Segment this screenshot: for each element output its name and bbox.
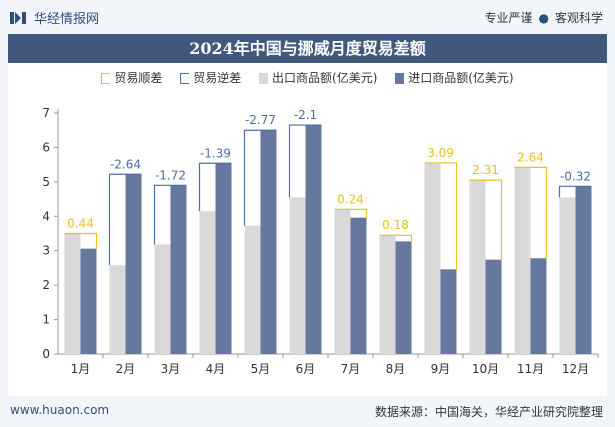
- y-tick-label: 6: [42, 140, 50, 154]
- balance-label: 2.31: [472, 163, 499, 177]
- x-tick-label: 8月: [386, 362, 406, 376]
- balance-label: 2.64: [517, 150, 544, 164]
- bar-chart: 0 1 2 3 4 5 6 7 0.44 1月 -2.64 2月 -1.72 3月 -1.39 4月 -2.77…: [42, 106, 599, 376]
- balance-label: -1.72: [155, 168, 186, 182]
- export-bar: [64, 233, 81, 354]
- legend-swatch-import: [395, 73, 405, 84]
- slogan-right: 客观科学: [554, 11, 603, 25]
- import-bar: [80, 248, 97, 354]
- export-bar: [424, 162, 441, 354]
- surplus-bracket: [334, 208, 368, 218]
- x-tick-label: 4月: [206, 362, 226, 376]
- deficit-bracket: [288, 124, 322, 198]
- title-bar: 2024年中国与挪威月度贸易差额: [8, 34, 607, 63]
- legend-label-surplus: 贸易顺差: [114, 71, 163, 85]
- chart-title: 2024年中国与挪威月度贸易差额: [189, 39, 426, 58]
- surplus-bracket: [64, 232, 98, 249]
- chart-area: 贸易顺差 贸易逆差 出口商品额(亿美元) 进口商品额(亿美元) 0 1 2 3 4 5 6 7…: [8, 63, 607, 396]
- balance-label: 0.18: [382, 218, 409, 232]
- footer: www.huaon.com 数据来源：中国海关，华经产业研究院整理: [0, 396, 615, 427]
- legend-item-export[interactable]: 出口商品额(亿美元): [259, 69, 377, 86]
- top-bar: 华经情报网 专业严谨 ● 客观科学: [0, 0, 615, 34]
- y-tick-label: 4: [42, 209, 50, 223]
- legend-label-import: 进口商品额(亿美元): [408, 71, 514, 85]
- y-tick-label: 2: [42, 278, 50, 292]
- x-tick-label: 3月: [161, 362, 181, 376]
- deficit-bracket: [108, 173, 142, 266]
- legend: 贸易顺差 贸易逆差 出口商品额(亿美元) 进口商品额(亿美元): [8, 69, 607, 87]
- export-bar: [469, 180, 486, 354]
- import-bar: [215, 163, 232, 354]
- legend-item-deficit[interactable]: 贸易逆差: [180, 69, 241, 86]
- export-bar: [109, 265, 126, 354]
- import-bar: [125, 174, 142, 354]
- legend-swatch-deficit: [180, 73, 190, 84]
- x-tick-label: 7月: [341, 362, 361, 376]
- legend-item-import[interactable]: 进口商品额(亿美元): [395, 69, 514, 86]
- balance-label: -1.39: [200, 146, 231, 160]
- slogan-left: 专业严谨: [484, 11, 533, 25]
- import-bar: [260, 130, 277, 354]
- y-tick-label: 1: [42, 313, 50, 327]
- deficit-bracket: [243, 129, 277, 226]
- surplus-bracket: [469, 179, 503, 260]
- balance-label: -2.77: [245, 113, 276, 127]
- brand-logo[interactable]: 华经情报网: [10, 8, 99, 27]
- legend-label-export: 出口商品额(亿美元): [272, 71, 378, 85]
- brand-name: 华经情报网: [34, 12, 100, 27]
- deficit-bracket: [198, 162, 232, 212]
- surplus-bracket: [514, 166, 548, 259]
- legend-label-deficit: 贸易逆差: [193, 71, 242, 85]
- balance-label: 0.44: [67, 217, 94, 231]
- balance-label: 3.09: [427, 146, 454, 160]
- deficit-bracket: [153, 184, 187, 245]
- x-tick-label: 10月: [472, 362, 499, 376]
- export-bar: [514, 167, 531, 354]
- balance-label: -2.64: [110, 157, 141, 171]
- footer-url[interactable]: www.huaon.com: [10, 403, 110, 417]
- export-bar: [244, 225, 261, 354]
- x-tick-label: 1月: [71, 362, 91, 376]
- data-source: 数据来源：中国海关，华经产业研究院整理: [374, 405, 603, 419]
- export-bar: [379, 235, 396, 354]
- import-bar: [350, 217, 367, 354]
- import-bar: [530, 258, 547, 354]
- import-bar: [575, 186, 592, 354]
- balance-label: 0.24: [337, 192, 364, 206]
- export-bar: [334, 209, 351, 354]
- import-bar: [305, 125, 322, 354]
- y-tick-label: 7: [42, 106, 50, 120]
- legend-swatch-export: [259, 73, 269, 84]
- y-tick-label: 0: [42, 347, 50, 361]
- import-bar: [485, 259, 502, 354]
- legend-item-surplus[interactable]: 贸易顺差: [101, 69, 162, 86]
- balance-label: -0.32: [560, 169, 591, 183]
- y-tick-label: 5: [42, 175, 50, 189]
- surplus-bracket: [379, 234, 413, 242]
- import-bar: [170, 185, 187, 354]
- y-tick-label: 3: [42, 244, 50, 258]
- export-bar: [199, 211, 216, 354]
- slogan-dot-icon: ●: [538, 11, 549, 25]
- brand-logo-icon: [10, 11, 26, 24]
- export-bar: [559, 197, 576, 354]
- import-bar: [395, 241, 412, 354]
- x-tick-label: 5月: [251, 362, 271, 376]
- export-bar: [289, 197, 306, 354]
- slogan: 专业严谨 ● 客观科学: [484, 9, 603, 26]
- x-tick-label: 6月: [296, 362, 316, 376]
- balance-label: -2.1: [294, 108, 317, 122]
- import-bar: [440, 269, 457, 354]
- export-bar: [154, 244, 171, 354]
- x-tick-label: 9月: [431, 362, 451, 376]
- x-tick-label: 2月: [116, 362, 136, 376]
- surplus-bracket: [424, 162, 458, 270]
- deficit-bracket: [558, 185, 592, 198]
- x-tick-label: 12月: [562, 362, 589, 376]
- legend-swatch-surplus: [101, 73, 111, 84]
- x-tick-label: 11月: [517, 362, 544, 376]
